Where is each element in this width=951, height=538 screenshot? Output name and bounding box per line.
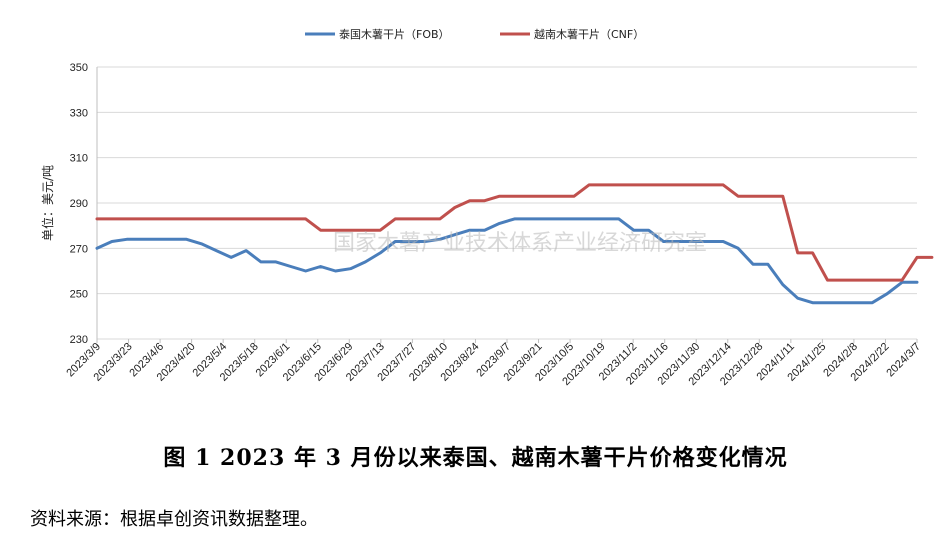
y-tick-labels: 230 250 270 290 310 330 350 — [70, 62, 88, 346]
line-chart: 230 250 270 290 310 330 350 2023/3/92023/3/232… — [40, 27, 934, 388]
watermark-text: 国家木薯产业技术体系产业经济研究室 — [333, 231, 707, 256]
x-tick-label: 2024/3/7 — [884, 341, 923, 380]
grid-lines — [96, 66, 917, 340]
legend-label: 越南木薯干片（CNF） — [534, 27, 644, 41]
y-tick-label: 330 — [70, 107, 88, 119]
y-tick-label: 250 — [70, 289, 88, 301]
series-line-2 — [95, 183, 934, 282]
x-tick-labels: 2023/3/92023/3/232023/4/62023/4/202023/5… — [64, 339, 923, 388]
y-tick-label: 290 — [70, 198, 88, 210]
series-lines — [95, 183, 934, 305]
source-note: 资料来源：根据卓创资讯数据整理。 — [30, 509, 318, 530]
series-line-1 — [95, 217, 919, 305]
y-tick-label: 350 — [70, 62, 88, 74]
figure-caption: 图 1 2023 年 3 月份以来泰国、越南木薯干片价格变化情况 — [163, 445, 788, 471]
y-tick-label: 270 — [70, 243, 88, 255]
y-tick-label: 230 — [70, 334, 88, 346]
y-axis-label: 单位：美元/吨 — [40, 165, 55, 241]
legend-label: 泰国木薯干片（FOB） — [339, 27, 450, 41]
legend: 泰国木薯干片（FOB） 越南木薯干片（CNF） — [305, 27, 644, 41]
y-tick-label: 310 — [70, 153, 88, 165]
